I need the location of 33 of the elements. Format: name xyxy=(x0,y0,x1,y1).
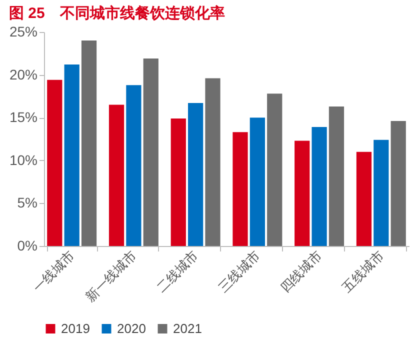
bar xyxy=(232,132,248,246)
x-tick-label: 三线城市 xyxy=(216,248,263,296)
x-tick-label: 五线城市 xyxy=(339,248,387,296)
chart-title: 图 25 不同城市线餐饮连锁化率 xyxy=(8,4,225,22)
bar xyxy=(250,118,265,246)
y-tick-label: 0% xyxy=(17,238,38,254)
bar xyxy=(64,64,80,246)
bar xyxy=(126,85,142,246)
bar xyxy=(294,140,310,246)
x-tick-label: 四线城市 xyxy=(277,248,325,296)
legend-label: 2019 xyxy=(61,320,90,336)
bar xyxy=(81,40,97,246)
bar xyxy=(267,94,282,246)
y-tick-label: 20% xyxy=(9,66,38,82)
bar xyxy=(312,127,327,246)
bar xyxy=(356,152,372,246)
legend-label: 2021 xyxy=(173,320,202,336)
bar xyxy=(188,103,204,246)
y-tick-label: 25% xyxy=(9,24,38,40)
bar xyxy=(143,58,158,246)
bar xyxy=(374,140,389,246)
bar xyxy=(47,80,62,246)
x-tick-label: 新一线城市 xyxy=(82,248,140,304)
bar xyxy=(390,121,406,246)
x-tick-label: 二线城市 xyxy=(154,248,202,296)
bar xyxy=(170,118,186,246)
bar xyxy=(328,106,344,246)
y-tick-label: 5% xyxy=(17,194,38,211)
y-tick-label: 15% xyxy=(9,109,38,126)
y-tick-label: 10% xyxy=(9,152,38,168)
bar xyxy=(205,78,220,246)
bar xyxy=(108,104,124,246)
legend-label: 2020 xyxy=(117,320,146,336)
